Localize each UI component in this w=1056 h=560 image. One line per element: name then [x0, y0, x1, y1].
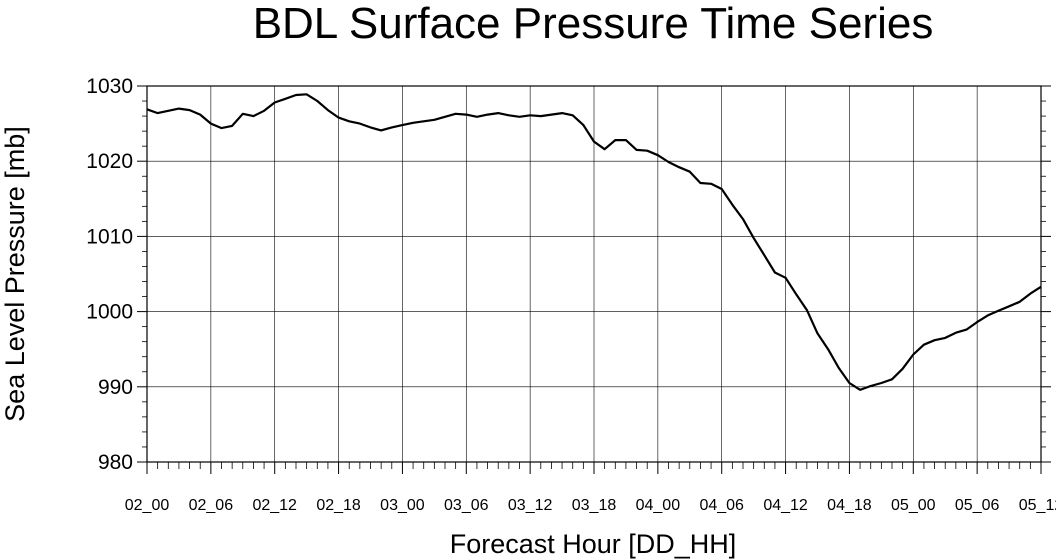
x-tick-label: 03_00: [380, 497, 425, 514]
y-tick-labels: 980 990 1000 1010 1020 1030: [86, 75, 133, 474]
plot-frame: [146, 85, 1042, 463]
y-tick-label: 980: [98, 451, 133, 474]
series-line-0: [146, 93, 1042, 391]
x-tick-label: 03_18: [572, 497, 617, 514]
x-tick-label: 03_12: [508, 497, 553, 514]
x-tick-label: 04_18: [827, 497, 872, 514]
chart-title: BDL Surface Pressure Time Series: [253, 0, 934, 48]
y-tick-label: 1010: [86, 225, 133, 248]
y-tick-label: 1020: [86, 150, 133, 173]
x-tick-label: 05_12: [1019, 497, 1056, 514]
tick-marks: [137, 85, 1051, 474]
x-tick-label: 04_00: [636, 497, 681, 514]
y-tick-label: 1030: [86, 75, 133, 98]
x-tick-label: 05_06: [955, 497, 1000, 514]
x-tick-label: 02_18: [316, 497, 361, 514]
x-tick-label: 02_06: [189, 497, 234, 514]
x-tick-labels: 02_00 02_06 02_12 02_18 03_00 03_06 03_12 03_18…: [125, 497, 1056, 514]
y-tick-label: 1000: [86, 301, 133, 324]
x-tick-label: 05_00: [891, 497, 936, 514]
x-tick-label: 03_06: [444, 497, 489, 514]
x-axis-label: Forecast Hour [DD_HH]: [450, 529, 737, 559]
x-tick-label: 02_12: [252, 497, 297, 514]
x-tick-label: 02_00: [125, 497, 170, 514]
y-axis-label: Sea Level Pressure [mb]: [0, 126, 30, 422]
x-tick-label: 04_06: [699, 497, 744, 514]
x-tick-label: 04_12: [763, 497, 808, 514]
series-group: [146, 93, 1042, 391]
y-tick-label: 990: [98, 376, 133, 399]
